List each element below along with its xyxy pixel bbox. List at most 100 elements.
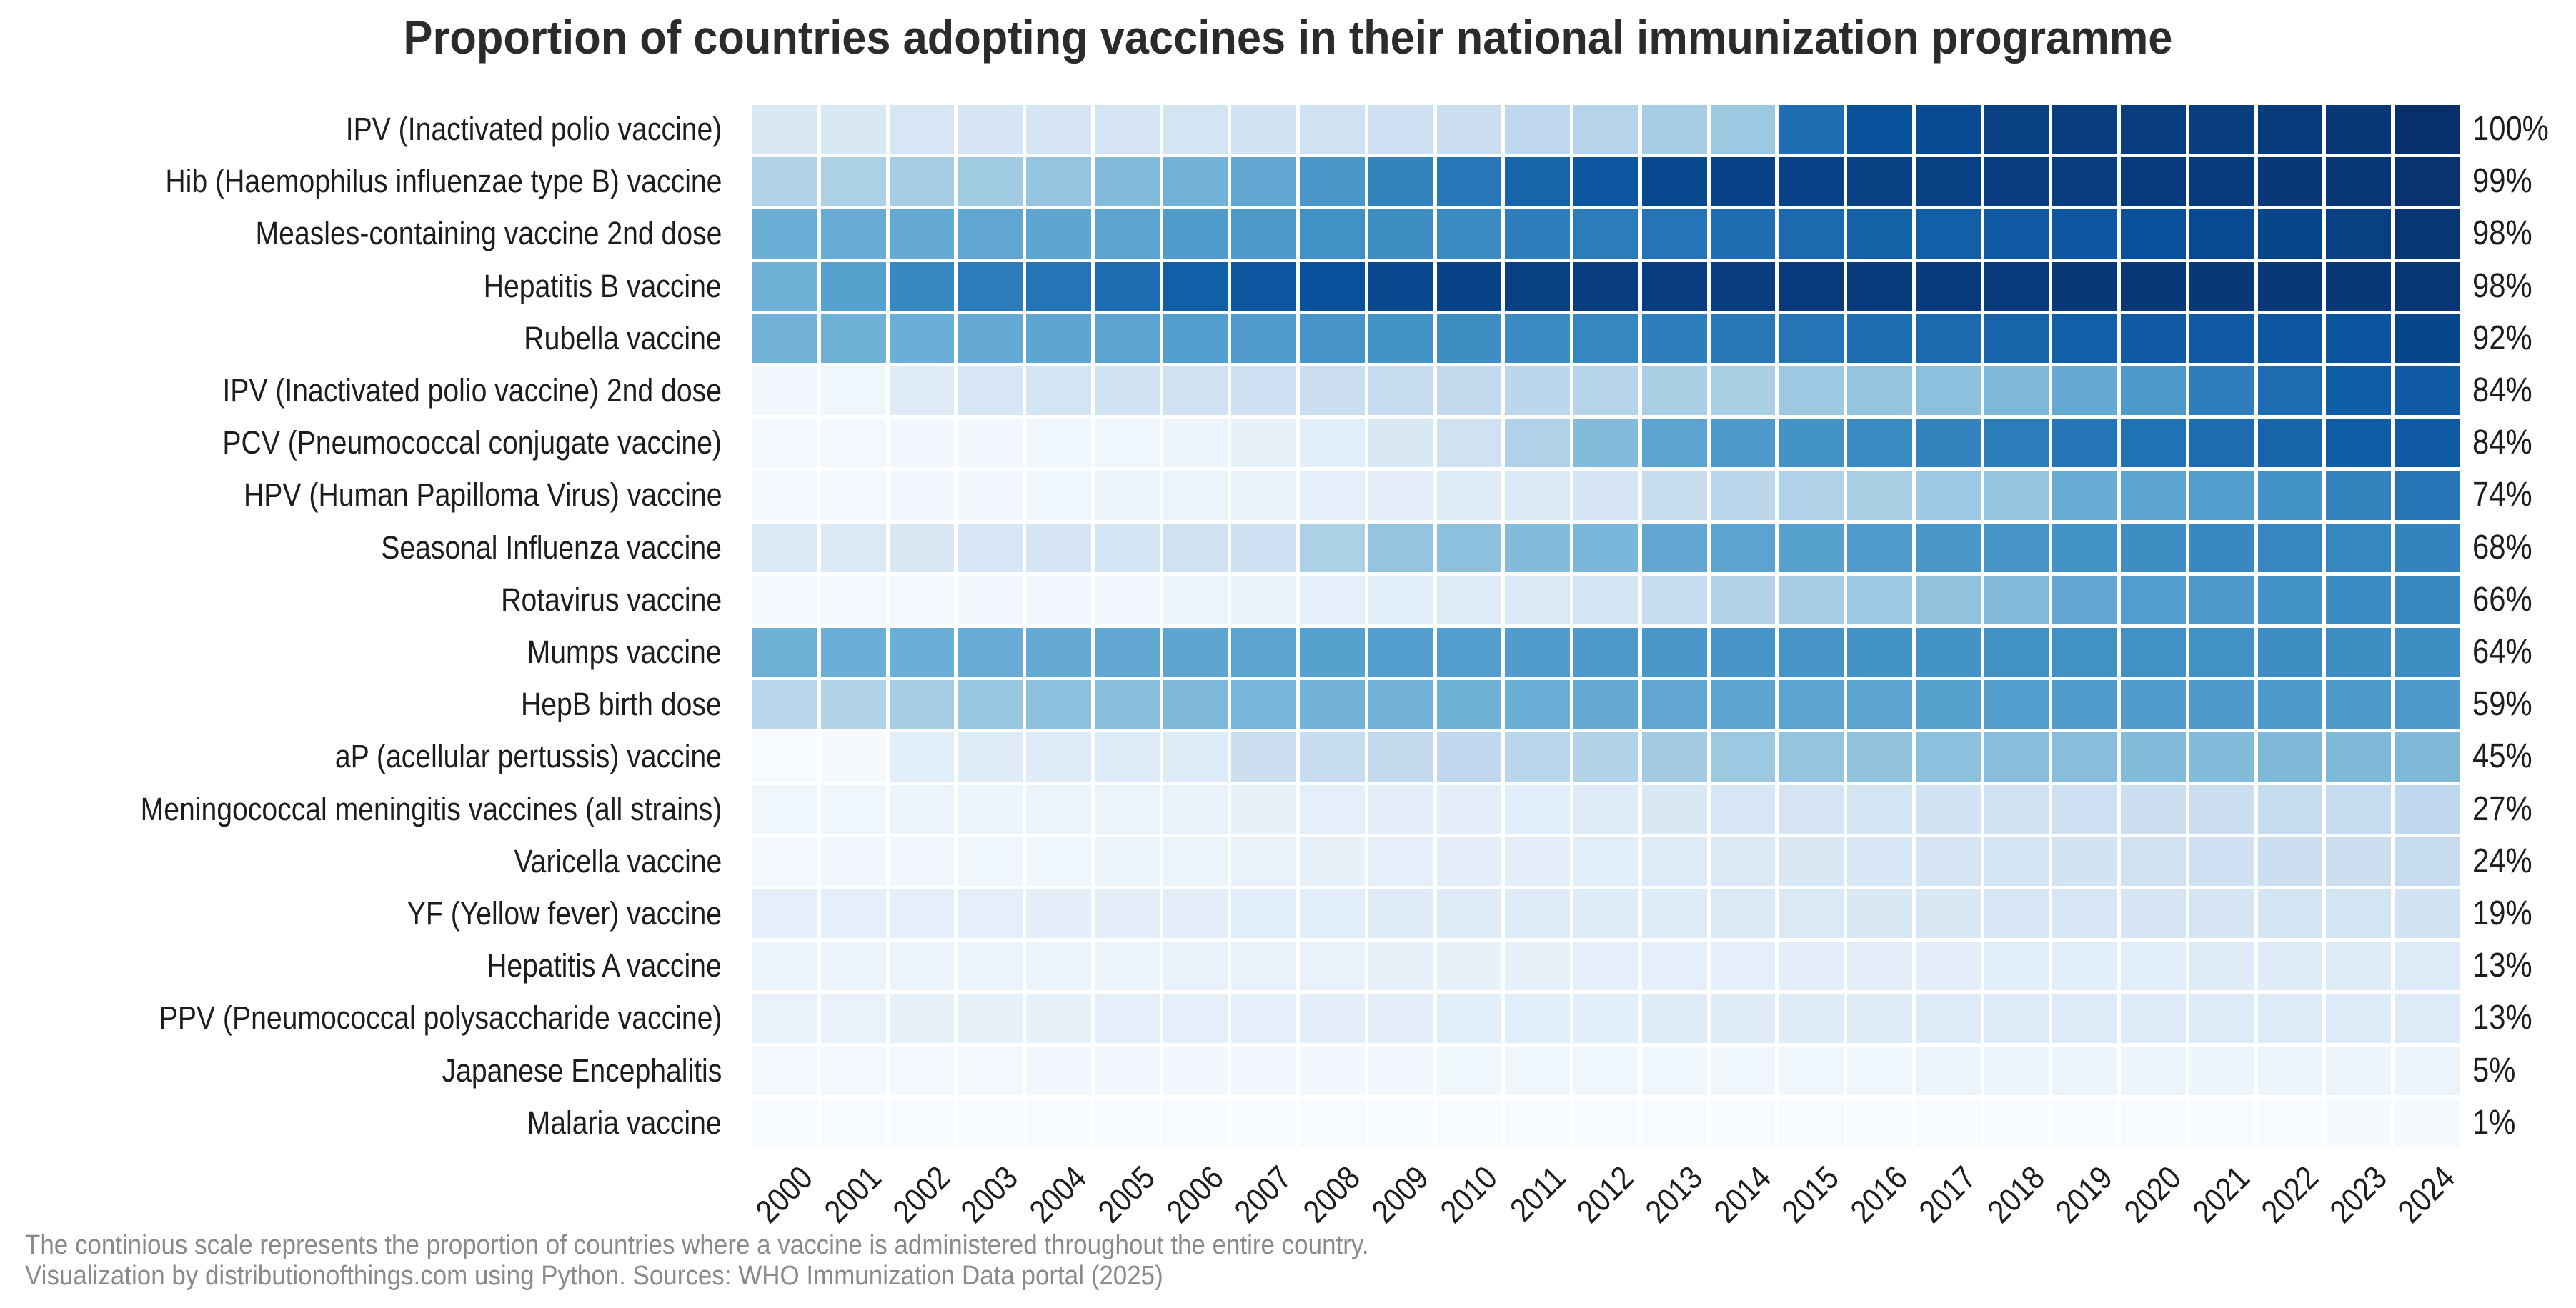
heatmap-cell (1779, 889, 1844, 939)
heatmap-cell (1094, 523, 1160, 572)
heatmap-cell (820, 209, 886, 259)
heatmap-cell (1163, 889, 1228, 939)
heatmap-cell (1231, 942, 1297, 991)
heatmap-cell (2326, 261, 2392, 311)
heatmap-cell (1436, 419, 1502, 468)
heatmap-cell (1984, 105, 2049, 154)
heatmap-cell (820, 837, 886, 886)
heatmap-cell (2257, 314, 2323, 363)
heatmap-cell (1710, 837, 1776, 886)
year-label: 2002 (885, 1158, 957, 1230)
heatmap-cell (2395, 366, 2460, 416)
year-label: 2013 (1638, 1158, 1709, 1230)
heatmap-cell (1094, 837, 1160, 886)
heatmap-cell (1847, 419, 1912, 468)
heatmap-cell (2052, 366, 2118, 416)
heatmap-cell (958, 523, 1023, 572)
pct-label: 100% (2472, 110, 2549, 148)
heatmap-cell (1984, 523, 2049, 572)
heatmap-cell (1984, 419, 2049, 468)
row-label: Rotavirus vaccine (501, 581, 722, 618)
heatmap-cell (2052, 261, 2118, 311)
heatmap-cell (889, 942, 955, 991)
pct-label: 45% (2472, 737, 2532, 776)
heatmap-cell (1779, 628, 1844, 677)
heatmap-cell (2257, 157, 2323, 206)
row-label: YF (Yellow fever) vaccine (407, 895, 722, 932)
pct-label: 66% (2472, 580, 2532, 619)
heatmap-cell (2395, 314, 2460, 363)
heatmap-cell (1300, 366, 1365, 416)
heatmap-cell (2326, 209, 2392, 259)
heatmap-cell (1163, 523, 1228, 572)
heatmap-cell (1915, 261, 1981, 311)
heatmap-cell (2395, 209, 2460, 259)
heatmap-cell (1436, 628, 1502, 677)
heatmap-cell (2121, 419, 2186, 468)
heatmap-cell (2121, 261, 2186, 311)
heatmap-cell (958, 105, 1023, 154)
heatmap-cell (1847, 523, 1912, 572)
heatmap-cell (1915, 942, 1981, 991)
heatmap-cell (958, 732, 1023, 782)
heatmap-cell (2257, 1046, 2323, 1095)
heatmap-cell (1026, 105, 1091, 154)
heatmap-cell (2257, 523, 2323, 572)
heatmap-cell (1915, 680, 1981, 729)
heatmap-cell (1641, 628, 1707, 677)
heatmap-cell (1026, 837, 1091, 886)
footer-line-2: Visualization by distributionofthings.co… (25, 1261, 1163, 1291)
heatmap-cell (1984, 628, 2049, 677)
heatmap-cell (1094, 889, 1160, 939)
heatmap-cell (1231, 471, 1297, 520)
heatmap-cell (1094, 732, 1160, 782)
heatmap-cell (1231, 209, 1297, 259)
year-label: 2007 (1227, 1158, 1299, 1230)
heatmap-cell (2257, 575, 2323, 624)
heatmap-cell (752, 157, 817, 206)
heatmap-cell (1710, 1046, 1776, 1095)
heatmap-cell (1915, 1098, 1981, 1147)
heatmap-cell (2052, 105, 2118, 154)
heatmap-cell (958, 261, 1023, 311)
row-label: Varicella vaccine (514, 842, 722, 879)
heatmap-cell (820, 889, 886, 939)
heatmap-cell (1231, 314, 1297, 363)
heatmap-cell (1505, 314, 1571, 363)
heatmap-cell (1505, 1046, 1571, 1095)
heatmap-cell (1573, 942, 1638, 991)
heatmap-cell (2052, 575, 2118, 624)
heatmap-cell (1300, 209, 1365, 259)
heatmap-cell (2121, 994, 2186, 1043)
year-label: 2003 (953, 1158, 1025, 1230)
heatmap-cell (1779, 575, 1844, 624)
year-label: 2011 (1502, 1158, 1573, 1229)
heatmap-cell (1094, 575, 1160, 624)
heatmap-cell (1641, 366, 1707, 416)
heatmap-cell (2052, 209, 2118, 259)
heatmap-cell (1915, 471, 1981, 520)
heatmap (752, 105, 2460, 1147)
heatmap-cell (1231, 575, 1297, 624)
heatmap-cell (1779, 680, 1844, 729)
pct-label: 13% (2472, 947, 2532, 985)
heatmap-cell (1436, 889, 1502, 939)
heatmap-cell (752, 105, 817, 154)
heatmap-cell (2326, 575, 2392, 624)
row-label: PCV (Pneumococcal conjugate vaccine) (222, 424, 722, 461)
heatmap-cell (1984, 784, 2049, 834)
heatmap-cell (2326, 837, 2392, 886)
heatmap-cell (752, 419, 817, 468)
year-label: 2021 (2185, 1158, 2257, 1230)
heatmap-cell (1436, 471, 1502, 520)
heatmap-cell (889, 523, 955, 572)
heatmap-cell (958, 366, 1023, 416)
heatmap-cell (1163, 1098, 1228, 1147)
heatmap-cell (1505, 366, 1571, 416)
heatmap-cell (1847, 575, 1912, 624)
heatmap-cell (2052, 942, 2118, 991)
row-label: Hepatitis A vaccine (487, 947, 722, 984)
heatmap-cell (820, 994, 886, 1043)
row-label: Hepatitis B vaccine (484, 267, 722, 304)
